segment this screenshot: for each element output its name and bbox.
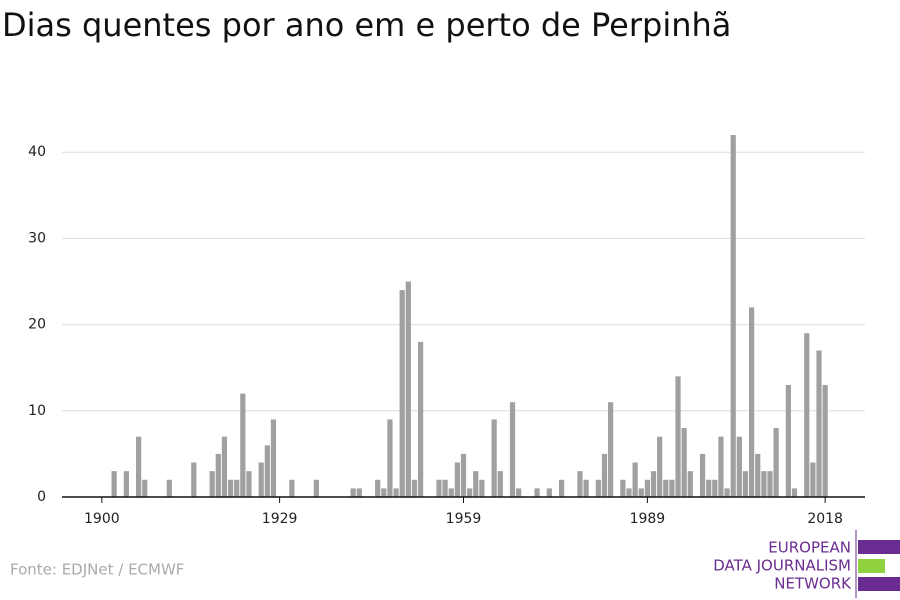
bar bbox=[632, 462, 638, 497]
bar bbox=[663, 479, 669, 497]
bar bbox=[608, 402, 614, 497]
bar bbox=[687, 471, 693, 497]
bar bbox=[111, 471, 117, 497]
bar bbox=[405, 281, 411, 497]
x-tick-label: 1929 bbox=[262, 511, 298, 527]
bar bbox=[650, 471, 657, 497]
bar bbox=[681, 428, 687, 497]
bar bbox=[626, 488, 632, 497]
bar bbox=[289, 479, 295, 497]
bar bbox=[467, 488, 473, 497]
bar bbox=[191, 462, 197, 497]
bar bbox=[638, 488, 644, 497]
bar bbox=[123, 471, 129, 497]
bar bbox=[356, 488, 362, 497]
bar bbox=[816, 350, 822, 497]
x-tick-label: 2018 bbox=[807, 511, 843, 527]
bar bbox=[773, 428, 779, 497]
logo-text: EUROPEAN bbox=[768, 539, 851, 557]
bar bbox=[166, 479, 172, 497]
bar bbox=[234, 479, 240, 497]
x-tick-label: 1900 bbox=[84, 511, 120, 527]
bar bbox=[142, 479, 148, 497]
bar bbox=[595, 479, 601, 497]
bar bbox=[748, 307, 755, 497]
bar bbox=[221, 436, 228, 497]
bar bbox=[264, 445, 270, 497]
bar bbox=[601, 453, 608, 497]
logo: EUROPEAN DATA JOURNALISM NETWORK bbox=[713, 530, 900, 598]
logo-bar bbox=[858, 559, 885, 573]
bar bbox=[699, 453, 706, 497]
bar bbox=[454, 462, 460, 497]
bar bbox=[785, 384, 791, 497]
bar bbox=[436, 479, 442, 497]
bar bbox=[215, 453, 221, 497]
bar bbox=[497, 471, 503, 497]
bar bbox=[399, 290, 405, 497]
bar bbox=[136, 436, 142, 497]
bar bbox=[644, 479, 650, 497]
bar bbox=[534, 488, 540, 497]
y-tick-label: 30 bbox=[28, 230, 46, 246]
bar bbox=[767, 471, 773, 497]
bar bbox=[742, 471, 749, 497]
bar bbox=[516, 488, 522, 497]
bar bbox=[246, 471, 252, 497]
bar bbox=[712, 479, 718, 497]
y-tick-label: 10 bbox=[28, 403, 46, 419]
bar bbox=[583, 479, 589, 497]
bar bbox=[577, 471, 583, 497]
logo-bar bbox=[858, 540, 900, 554]
logo-text: NETWORK bbox=[774, 575, 852, 593]
bar bbox=[509, 402, 516, 497]
bar bbox=[736, 436, 742, 497]
bar bbox=[227, 479, 234, 497]
y-tick-label: 40 bbox=[28, 144, 46, 160]
x-tick-label: 1959 bbox=[446, 511, 482, 527]
bar bbox=[810, 462, 816, 497]
bar bbox=[448, 488, 454, 497]
bar bbox=[473, 471, 479, 497]
bar bbox=[442, 479, 448, 497]
bar bbox=[755, 453, 761, 497]
bar bbox=[724, 488, 730, 497]
bar bbox=[761, 471, 767, 497]
bar bbox=[411, 479, 418, 497]
bar bbox=[730, 135, 736, 497]
bar bbox=[657, 436, 663, 497]
bar bbox=[791, 488, 798, 497]
bar bbox=[387, 419, 393, 497]
logo-text: DATA JOURNALISM bbox=[713, 557, 851, 575]
bar bbox=[258, 462, 264, 497]
x-tick-label: 1989 bbox=[630, 511, 666, 527]
bar bbox=[460, 453, 467, 497]
bar bbox=[558, 479, 565, 497]
bar bbox=[675, 376, 681, 497]
bar bbox=[718, 436, 724, 497]
bar bbox=[381, 488, 387, 497]
bar bbox=[209, 471, 215, 497]
bar bbox=[313, 479, 319, 497]
bar bbox=[393, 488, 399, 497]
bar bbox=[491, 419, 497, 497]
bar bbox=[822, 384, 828, 497]
bar bbox=[479, 479, 485, 497]
bar bbox=[620, 479, 626, 497]
logo-bar bbox=[858, 577, 900, 591]
bar bbox=[270, 419, 277, 497]
chart-title: Dias quentes por ano em e perto de Perpi… bbox=[2, 6, 731, 44]
bar bbox=[546, 488, 552, 497]
bar bbox=[375, 479, 381, 497]
bar bbox=[417, 341, 424, 497]
source: Fonte: EDJNet / ECMWF bbox=[10, 561, 184, 579]
bar bbox=[240, 393, 246, 497]
bar bbox=[350, 488, 356, 497]
y-tick-label: 20 bbox=[28, 317, 46, 333]
bar bbox=[706, 479, 712, 497]
bar bbox=[669, 479, 675, 497]
y-tick-label: 0 bbox=[37, 489, 46, 505]
bar bbox=[804, 333, 810, 497]
